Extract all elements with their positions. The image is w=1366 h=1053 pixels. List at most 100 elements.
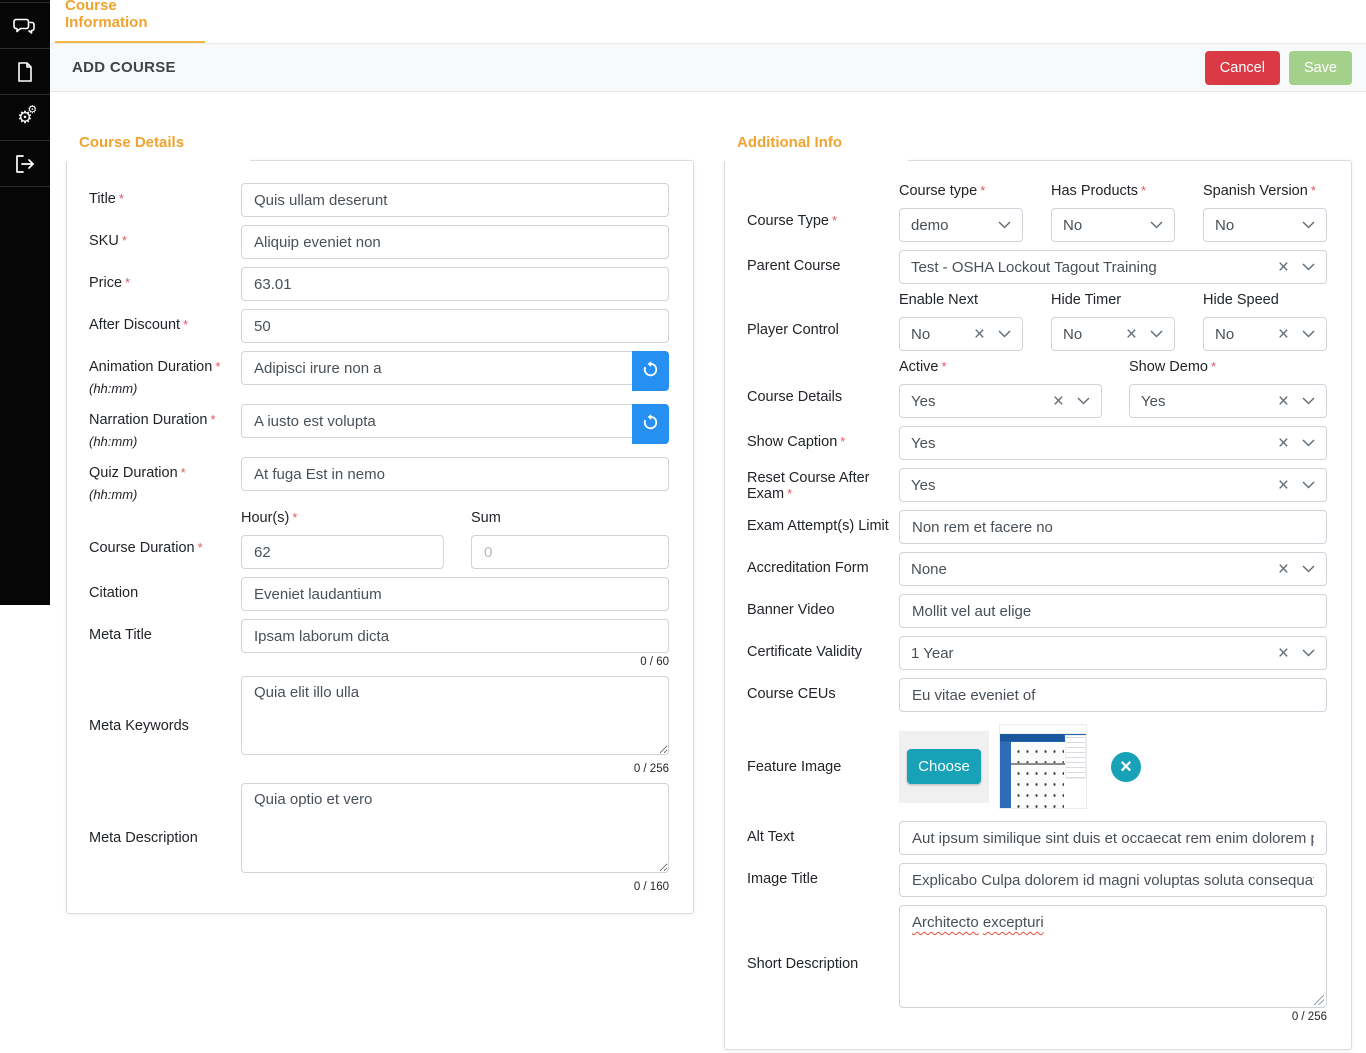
field-row-reset-course-after-exam: Reset Course After Exam * Yes ×	[725, 468, 1327, 502]
hours-input[interactable]	[241, 535, 444, 569]
after-discount-input[interactable]	[241, 309, 669, 343]
course-details-panel: Course Details Title* SKU* Price* After …	[66, 134, 694, 914]
narration-duration-input[interactable]	[241, 404, 633, 438]
meta-description-textarea[interactable]: Quia optio et vero	[241, 783, 669, 873]
parent-course-select[interactable]: Test - OSHA Lockout Tagout Training ×	[899, 250, 1327, 284]
required-marker: *	[197, 540, 203, 555]
enable-next-select[interactable]: No ×	[899, 317, 1023, 351]
required-marker: *	[210, 412, 216, 427]
required-marker: *	[183, 317, 189, 332]
required-marker: *	[980, 183, 986, 198]
clear-icon[interactable]: ×	[1052, 390, 1064, 412]
course-details-row-label: Course Details	[747, 389, 843, 405]
sidebar-item-logout[interactable]	[0, 141, 50, 187]
show-demo-select[interactable]: Yes ×	[1129, 384, 1327, 418]
meta-keywords-label: Meta Keywords	[89, 717, 189, 734]
banner-video-label: Banner Video	[747, 602, 835, 618]
tab-course-information[interactable]: Course Information	[55, 0, 205, 43]
clear-icon[interactable]: ×	[973, 323, 985, 345]
citation-input[interactable]	[241, 577, 669, 611]
field-row-accreditation-form: Accreditation Form None ×	[725, 552, 1327, 586]
spanish-version-select[interactable]: No	[1203, 208, 1327, 242]
choose-file-button[interactable]: Choose	[907, 749, 981, 784]
clear-icon[interactable]: ×	[1277, 390, 1289, 412]
course-ceus-input[interactable]	[899, 678, 1327, 712]
course-type-select[interactable]: demo	[899, 208, 1023, 242]
required-marker: *	[125, 275, 131, 290]
course-ceus-label: Course CEUs	[747, 686, 836, 702]
required-marker: *	[787, 486, 793, 501]
exam-attempts-limit-input[interactable]	[899, 510, 1327, 544]
field-row-course-details-options: Course Details Active * Yes × Show Demo * …	[725, 359, 1327, 418]
sku-input[interactable]	[241, 225, 669, 259]
required-marker: *	[941, 359, 947, 374]
save-button[interactable]: Save	[1288, 50, 1352, 85]
alt-text-input[interactable]	[899, 821, 1327, 855]
document-icon	[15, 61, 35, 83]
short-description-label: Short Description	[747, 956, 859, 972]
quiz-duration-format-hint: (hh:mm)	[89, 487, 138, 502]
sidebar-item-chat[interactable]	[0, 3, 50, 49]
hide-speed-select[interactable]: No ×	[1203, 317, 1327, 351]
hours-label: Hour(s)	[241, 510, 290, 526]
required-marker: *	[1310, 183, 1316, 198]
short-description-textarea[interactable]: Architecto excepturi	[899, 905, 1327, 1008]
reset-course-after-exam-select[interactable]: Yes ×	[899, 468, 1327, 502]
meta-keywords-char-counter: 0 / 256	[633, 763, 669, 775]
quiz-duration-input[interactable]	[241, 457, 669, 491]
cancel-button[interactable]: Cancel	[1204, 50, 1280, 85]
field-row-price: Price *	[67, 267, 669, 301]
meta-keywords-textarea[interactable]: Quia elit illo ulla	[241, 676, 669, 755]
player-control-label: Player Control	[747, 322, 839, 338]
clear-icon[interactable]: ×	[1277, 642, 1289, 664]
required-marker: *	[215, 359, 221, 374]
narration-duration-refresh-button[interactable]	[632, 404, 669, 444]
active-select[interactable]: Yes ×	[899, 384, 1102, 418]
field-row-sku: SKU *	[67, 225, 669, 259]
course-details-heading: Course Details	[66, 134, 250, 161]
sidebar-item-settings[interactable]: ⚙ ⚙	[0, 95, 50, 141]
hide-speed-label: Hide Speed	[1203, 292, 1279, 308]
certificate-validity-select[interactable]: 1 Year ×	[899, 636, 1327, 670]
narration-duration-label: Narration Duration	[89, 412, 208, 428]
clear-icon[interactable]: ×	[1277, 323, 1289, 345]
banner-video-input[interactable]	[899, 594, 1327, 628]
chevron-down-icon	[1302, 434, 1315, 452]
parent-course-label: Parent Course	[747, 258, 841, 274]
field-row-citation: Citation	[67, 577, 669, 611]
clear-icon[interactable]: ×	[1277, 558, 1289, 580]
image-title-input[interactable]	[899, 863, 1327, 897]
clear-icon[interactable]: ×	[1277, 432, 1289, 454]
remove-image-button[interactable]: ×	[1111, 751, 1141, 782]
accreditation-form-select[interactable]: None ×	[899, 552, 1327, 586]
price-input[interactable]	[241, 267, 669, 301]
has-products-select[interactable]: No	[1051, 208, 1175, 242]
chevron-down-icon	[1150, 325, 1163, 343]
field-row-parent-course: Parent Course Test - OSHA Lockout Tagout…	[725, 250, 1327, 284]
hide-timer-select[interactable]: No ×	[1051, 317, 1175, 351]
sum-input[interactable]	[471, 535, 669, 569]
animation-duration-refresh-button[interactable]	[632, 351, 669, 391]
chevron-down-icon	[1302, 216, 1315, 234]
show-caption-select[interactable]: Yes ×	[899, 426, 1327, 460]
field-row-title: Title *	[67, 183, 669, 217]
clear-icon[interactable]: ×	[1277, 474, 1289, 496]
required-marker: *	[118, 191, 124, 206]
field-row-exam-attempts-limit: Exam Attempt(s) Limit	[725, 510, 1327, 544]
additional-info-heading: Additional Info	[724, 134, 908, 161]
field-row-course-duration: Course Duration* Hour(s)* Sum	[67, 510, 669, 569]
field-row-after-discount: After Discount *	[67, 309, 669, 343]
has-products-label: Has Products	[1051, 183, 1139, 199]
field-row-narration-duration: Narration Duration * (hh:mm)	[67, 404, 669, 449]
clear-icon[interactable]: ×	[1277, 256, 1289, 278]
field-row-course-ceus: Course CEUs	[725, 678, 1327, 712]
sidebar-item-documents[interactable]	[0, 49, 50, 95]
meta-description-char-counter: 0 / 160	[633, 881, 669, 893]
meta-title-input[interactable]	[241, 619, 669, 653]
animation-duration-input[interactable]	[241, 351, 633, 385]
accreditation-form-label: Accreditation Form	[747, 560, 869, 576]
field-row-meta-title: Meta Title 0 / 60	[67, 619, 669, 668]
clear-icon[interactable]: ×	[1125, 323, 1137, 345]
feature-image-dropzone: Choose	[899, 730, 989, 803]
title-input[interactable]	[241, 183, 669, 217]
